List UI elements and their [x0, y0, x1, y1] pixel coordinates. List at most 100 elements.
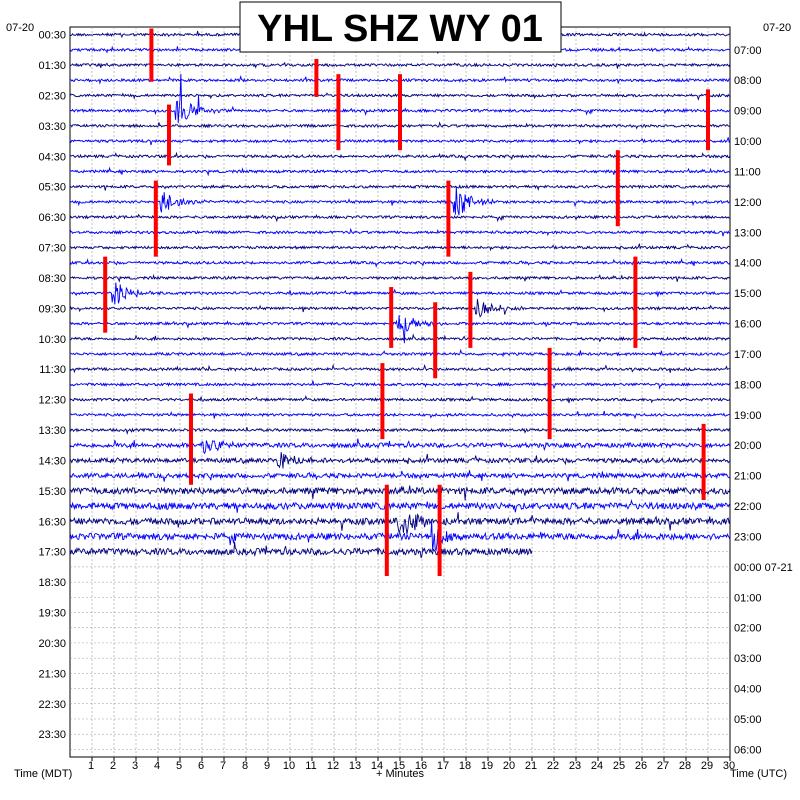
event-markers — [103, 28, 710, 577]
event-marker — [153, 180, 158, 257]
x-tick-label: 14 — [371, 760, 383, 772]
trace-row — [69, 61, 731, 70]
right-tick-label: 12:00 — [734, 197, 762, 209]
trace-row — [69, 380, 731, 390]
right-tick-label: 14:00 — [734, 258, 762, 270]
x-tick-label: 18 — [459, 760, 471, 772]
minutes-axis: 1 2 3 4 5 6 7 8 9 10 11 12 13 14 15 16 17 18 19 20 21 22 23 24 2… — [88, 757, 735, 772]
right-tick-label: 00:00 07-21 — [734, 562, 793, 574]
right-tick-label: 05:00 — [734, 714, 762, 726]
left-tick-label: 11:30 — [39, 364, 66, 376]
x-tick-label: 19 — [481, 760, 493, 772]
left-tick-label: 04:30 — [38, 151, 66, 163]
right-tick-label: 20:00 — [734, 440, 762, 452]
event-marker — [149, 28, 154, 82]
left-tick-label: 22:30 — [38, 699, 66, 711]
right-tick-label: 23:00 — [734, 531, 762, 543]
x-tick-label: 9 — [264, 760, 270, 772]
left-tick-label: 07:30 — [38, 243, 66, 255]
right-tick-label: 09:00 — [734, 106, 762, 118]
trace-row — [69, 151, 731, 162]
left-tick-label: 16:30 — [38, 516, 66, 528]
x-tick-label: 8 — [242, 760, 248, 772]
event-marker — [384, 484, 389, 577]
left-tick-label: 18:30 — [38, 577, 66, 589]
trace-row — [69, 512, 731, 535]
trace-row — [69, 298, 731, 318]
x-tick-label: 6 — [198, 760, 204, 772]
event-marker — [468, 271, 473, 348]
left-tick-label: 06:30 — [38, 212, 66, 224]
x-tick-label: 3 — [132, 760, 138, 772]
event-marker — [336, 74, 341, 151]
x-tick-label: 20 — [503, 760, 515, 772]
right-tick-label: 08:00 — [734, 75, 762, 87]
event-marker — [433, 302, 438, 379]
left-tick-label: 15:30 — [38, 486, 66, 498]
x-tick-label: 1 — [88, 760, 94, 772]
date-left: 07-20 — [6, 22, 34, 34]
event-marker — [103, 256, 108, 333]
date-right: 07-20 — [763, 22, 791, 34]
event-marker — [167, 104, 171, 166]
trace-row — [69, 395, 731, 404]
x-tick-label: 10 — [283, 760, 295, 772]
left-tick-label: 23:30 — [38, 729, 66, 741]
event-marker — [380, 363, 385, 440]
trace-row — [69, 410, 731, 420]
trace-row — [69, 484, 731, 501]
trace-row — [69, 333, 731, 343]
x-tick-label: 24 — [591, 760, 603, 772]
trace-row — [69, 542, 533, 559]
right-tick-label: 13:00 — [734, 227, 762, 239]
trace-row — [69, 183, 731, 191]
left-tick-label: 20:30 — [38, 638, 66, 650]
right-tick-label: 10:00 — [734, 136, 762, 148]
event-marker — [437, 484, 442, 577]
right-tick-label: 01:00 — [734, 592, 762, 604]
trace-row — [69, 227, 731, 237]
event-marker — [547, 347, 552, 440]
x-axis-label: + Minutes — [376, 768, 424, 780]
left-tick-label: 08:30 — [38, 273, 66, 285]
left-tick-label: 17:30 — [38, 547, 66, 559]
right-tick-label: 02:00 — [734, 623, 762, 635]
x-tick-label: 23 — [569, 760, 581, 772]
event-marker — [615, 150, 620, 227]
x-tick-label: 17 — [437, 760, 449, 772]
x-tick-label: 5 — [176, 760, 182, 772]
trace-row — [69, 273, 731, 283]
event-marker — [189, 393, 193, 485]
trace-row — [69, 438, 731, 455]
event-marker — [314, 58, 319, 97]
event-marker — [701, 423, 706, 500]
left-tick-label: 10:30 — [38, 334, 66, 346]
x-tick-label: 7 — [220, 760, 226, 772]
x-tick-label: 28 — [679, 760, 691, 772]
trace-row — [69, 363, 731, 374]
trace-row — [69, 315, 731, 344]
right-tick-label: 22:00 — [734, 501, 762, 513]
trace-row — [69, 519, 731, 552]
right-tick-label: 04:00 — [734, 684, 762, 696]
trace-row — [69, 452, 731, 469]
right-tick-label: 16:00 — [734, 319, 762, 331]
left-tick-label: 19:30 — [38, 608, 66, 620]
event-marker — [633, 256, 638, 348]
x-tick-label: 29 — [701, 760, 713, 772]
title-box: YHL SHZ WY 01 — [239, 1, 562, 53]
trace-row — [69, 348, 730, 358]
right-tick-label: 06:00 — [734, 744, 762, 756]
right-tick-label: 21:00 — [734, 471, 762, 483]
x-tick-label: 2 — [110, 760, 116, 772]
trace-row — [69, 426, 731, 436]
trace-row — [69, 282, 731, 305]
right-tick-label: 17:00 — [734, 349, 762, 361]
left-tick-label: 05:30 — [38, 182, 66, 194]
left-tick-label: 14:30 — [38, 455, 66, 467]
time-right-label: Time (UTC) — [730, 768, 787, 780]
event-marker — [398, 74, 402, 151]
left-tick-label: 01:30 — [38, 60, 66, 72]
left-tick-label: 13:30 — [38, 425, 66, 437]
x-tick-label: 11 — [305, 760, 316, 772]
